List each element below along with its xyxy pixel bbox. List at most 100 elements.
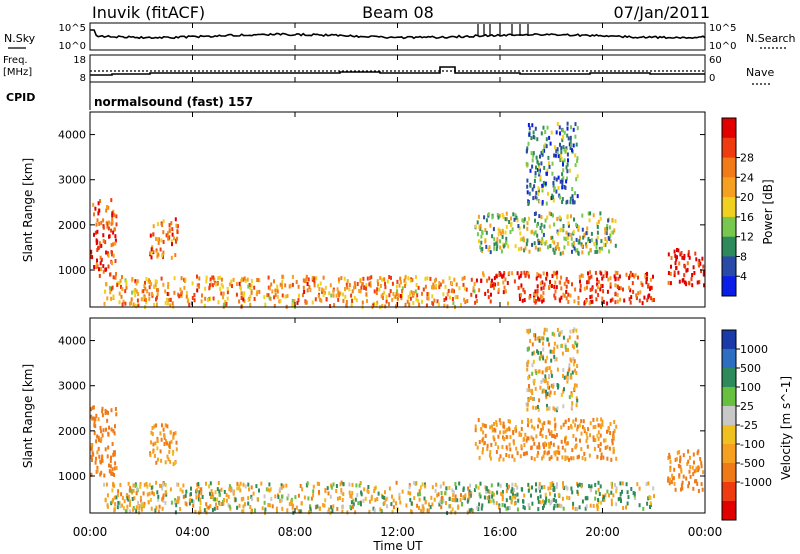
heatmap-cell [552,270,555,275]
heatmap-cell [180,290,183,295]
heatmap-cell [585,431,588,436]
heatmap-cell [162,230,165,235]
heatmap-cell [532,135,535,139]
heatmap-cell [408,485,411,490]
heatmap-cell [576,126,579,131]
velocity-colorbar-tick-label: -25 [740,419,758,432]
heatmap-cell [610,498,613,503]
heatmap-cell [563,130,566,135]
heatmap-cell [124,289,127,294]
heatmap-cell [328,291,331,296]
heatmap-cell [132,507,135,512]
heatmap-cell [452,493,455,497]
heatmap-cell [596,277,599,282]
y-tick-label: 4000 [58,335,86,348]
heatmap-cell [589,488,592,493]
heatmap-cell [571,448,574,453]
heatmap-cell [112,450,115,455]
nsearch-label: N.Search [746,32,796,45]
heatmap-cell [586,285,588,290]
heatmap-cell [145,481,148,486]
heatmap-cell [152,442,155,447]
heatmap-cell [424,284,427,289]
heatmap-cell [553,503,556,508]
heatmap-cell [614,270,617,275]
heatmap-cell [384,490,386,495]
heatmap-cell [309,504,311,509]
heatmap-cell [273,303,276,308]
heatmap-cell [146,492,149,497]
heatmap-cell [571,194,574,199]
heatmap-cell [523,224,526,229]
heatmap-cell [200,299,203,304]
heatmap-cell [509,230,512,234]
heatmap-cell [113,452,116,457]
heatmap-cell [586,435,589,440]
heatmap-cell [100,429,103,434]
heatmap-cell [134,279,137,284]
heatmap-cell [515,446,518,451]
heatmap-cell [575,177,578,182]
heatmap-cell [581,456,584,461]
heatmap-cell [363,286,366,290]
heatmap-cell [545,498,548,503]
heatmap-cell [526,226,529,231]
heatmap-cell [110,408,113,413]
heatmap-cell [523,443,526,447]
heatmap-cell [408,302,411,307]
colorbar-segment [722,349,736,369]
heatmap-cell [189,498,192,503]
heatmap-cell [437,302,440,307]
heatmap-cell [523,298,526,303]
heatmap-cell [536,167,539,172]
heatmap-cell [314,297,317,302]
heatmap-cell [169,487,172,492]
heatmap-cell [321,287,324,292]
heatmap-cell [185,290,188,295]
heatmap-cell [543,165,546,170]
heatmap-cell [340,480,343,485]
heatmap-cell [531,229,534,234]
heatmap-cell [223,489,226,494]
heatmap-cell [114,275,117,280]
heatmap-cell [630,272,633,277]
heatmap-cell [669,271,672,276]
heatmap-cell [571,187,574,191]
heatmap-cell [488,495,491,500]
heatmap-cell [98,437,100,442]
heatmap-cell [489,499,492,504]
heatmap-cell [390,275,392,280]
heatmap-cell [602,289,605,294]
heatmap-cell [484,485,487,490]
heatmap-cell [431,485,434,490]
heatmap-cell [502,430,505,435]
heatmap-cell [409,278,412,283]
heatmap-cell [105,208,108,213]
heatmap-cell [95,222,98,227]
heatmap-cell [495,274,498,279]
heatmap-cell [584,457,587,462]
heatmap-cell [557,186,560,190]
heatmap-cell [489,456,492,461]
heatmap-cell [594,438,597,442]
heatmap-cell [590,294,593,299]
heatmap-cell [598,249,601,254]
heatmap-cell [537,336,540,341]
heatmap-cell [614,219,617,223]
heatmap-cell [90,414,93,419]
heatmap-cell [468,508,471,513]
heatmap-cell [104,447,107,452]
heatmap-cell [481,247,484,251]
heatmap-cell [218,492,221,497]
heatmap-cell [354,497,357,502]
heatmap-cell [410,290,413,295]
heatmap-cell [541,456,543,461]
heatmap-cell [424,500,427,505]
heatmap-cell [284,294,287,299]
heatmap-cell [552,181,555,185]
heatmap-cell [597,279,600,284]
heatmap-cell [581,425,584,430]
heatmap-cell [485,489,488,494]
heatmap-cell [196,488,199,493]
heatmap-cell [96,468,99,473]
